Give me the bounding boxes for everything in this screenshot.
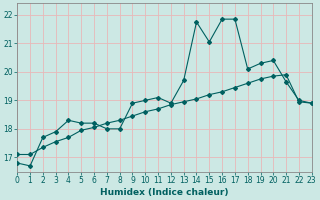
X-axis label: Humidex (Indice chaleur): Humidex (Indice chaleur) <box>100 188 229 197</box>
